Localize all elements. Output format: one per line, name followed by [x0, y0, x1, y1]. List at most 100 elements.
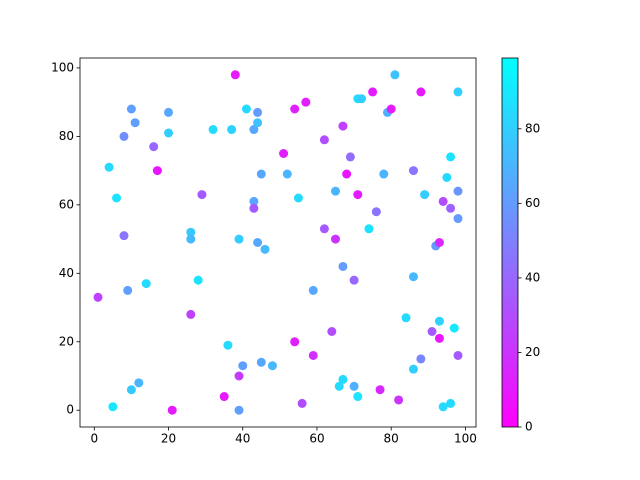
point: [260, 244, 270, 254]
point: [345, 152, 355, 162]
point: [453, 350, 463, 360]
point: [234, 371, 244, 381]
point: [149, 142, 159, 152]
point: [227, 125, 237, 135]
colorbar: [501, 57, 519, 428]
point: [253, 238, 263, 247]
point: [401, 313, 411, 323]
point: [357, 94, 367, 104]
point: [301, 97, 311, 107]
point: [342, 169, 352, 179]
colorbar-tick-label: 0: [525, 420, 533, 434]
point: [416, 354, 426, 364]
point: [167, 405, 177, 415]
point: [104, 162, 114, 172]
point: [319, 224, 329, 234]
point: [408, 364, 418, 374]
point: [234, 234, 244, 244]
point: [438, 402, 448, 412]
point: [338, 374, 348, 384]
point: [319, 135, 329, 145]
point: [186, 309, 196, 319]
point: [371, 207, 381, 217]
point: [453, 214, 463, 224]
point: [197, 190, 207, 200]
point: [446, 203, 456, 213]
point: [152, 166, 162, 176]
y-tick-label: 20: [59, 334, 74, 348]
point: [334, 381, 344, 391]
y-tick-label: 60: [59, 197, 74, 211]
point: [331, 186, 341, 196]
point: [249, 203, 259, 213]
axes-frame: [79, 57, 477, 428]
y-tick-label: 0: [66, 403, 74, 417]
point: [375, 385, 385, 395]
point: [208, 125, 218, 135]
point: [267, 361, 277, 371]
point: [193, 275, 203, 285]
point: [134, 378, 144, 388]
colorbar-tick-label: 20: [525, 345, 540, 359]
point: [331, 234, 341, 244]
x-tick-label: 40: [235, 432, 250, 446]
colorbar-tick-label: 80: [525, 121, 540, 135]
point: [408, 272, 418, 282]
point: [290, 337, 300, 347]
point: [123, 285, 133, 295]
point: [93, 292, 103, 302]
point: [290, 104, 300, 114]
point: [420, 190, 430, 200]
point: [297, 398, 307, 408]
y-tick-label: 80: [59, 129, 74, 143]
point: [256, 357, 266, 367]
point: [327, 326, 337, 336]
point: [249, 196, 259, 206]
point: [349, 275, 359, 285]
y-tick-label: 100: [51, 60, 74, 74]
colorbar-tick-label: 60: [525, 196, 540, 210]
point: [446, 398, 456, 408]
point: [338, 261, 348, 271]
x-tick-label: 80: [384, 432, 399, 446]
point: [249, 125, 259, 135]
point: [164, 128, 174, 138]
point: [390, 70, 400, 80]
point: [279, 149, 289, 159]
point: [186, 227, 196, 237]
point: [234, 405, 244, 415]
point: [186, 234, 196, 244]
point: [126, 385, 136, 395]
point: [427, 326, 437, 336]
point: [282, 169, 292, 179]
point: [141, 279, 151, 289]
point: [453, 186, 463, 196]
colorbar-tick-label: 40: [525, 270, 540, 284]
point: [230, 70, 240, 80]
point: [308, 350, 318, 360]
point: [386, 104, 396, 114]
point: [434, 238, 444, 247]
x-tick-label: 60: [309, 432, 324, 446]
point: [379, 169, 389, 179]
point: [364, 224, 374, 234]
point: [253, 107, 263, 117]
point: [253, 118, 263, 128]
point: [119, 131, 129, 141]
point: [164, 107, 174, 117]
point: [130, 118, 140, 128]
x-tick-label: 0: [90, 432, 98, 446]
point: [438, 196, 448, 206]
point: [112, 193, 122, 203]
point: [238, 361, 248, 371]
point: [308, 285, 318, 295]
point: [219, 392, 229, 402]
point: [119, 231, 129, 241]
point: [223, 340, 233, 350]
point: [126, 104, 136, 114]
point: [338, 121, 348, 131]
point: [434, 333, 444, 343]
point: [394, 395, 404, 405]
point: [349, 381, 359, 391]
